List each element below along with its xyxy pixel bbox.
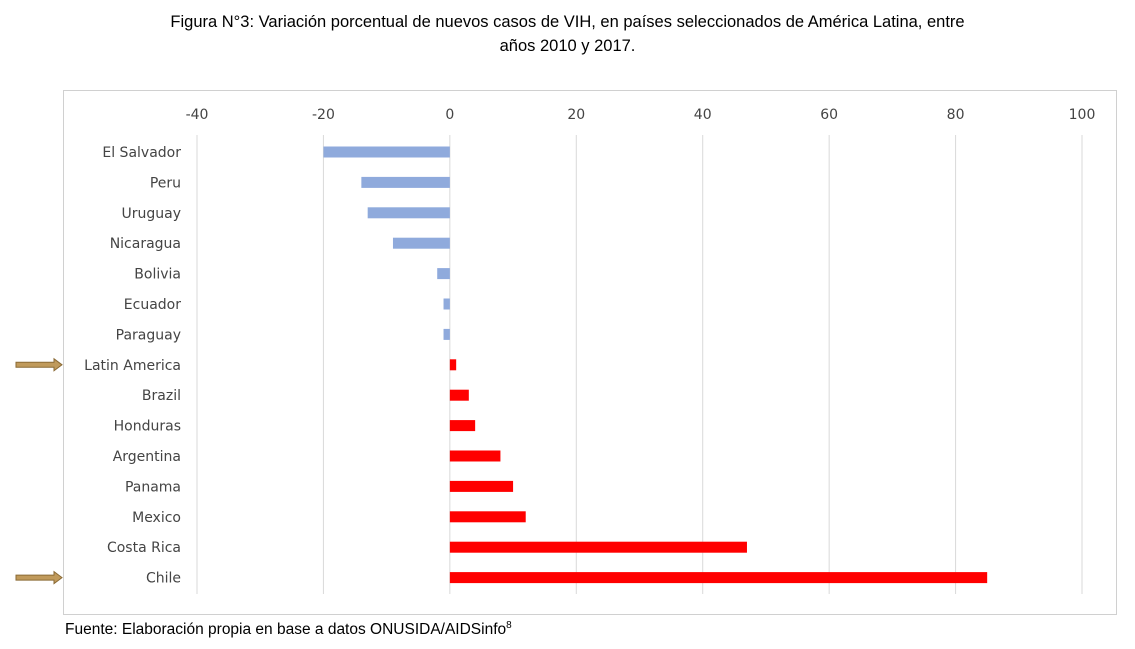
category-label: El Salvador [102,145,181,161]
bar [449,572,988,584]
bar [437,268,450,280]
category-label: Bolivia [134,267,181,283]
source-text: Fuente: Elaboración propia en base a dat… [65,621,507,638]
category-label: Panama [125,479,181,495]
category-label: Latin America [84,358,181,374]
highlight-arrow-icon [15,570,63,585]
source-footnote-mark: 8 [506,619,512,631]
gridlines [196,135,1083,594]
highlight-arrow-icon [15,357,63,372]
x-axis-tick-labels: -40 -20 0 20 40 60 80 100 [186,107,1096,123]
bar [449,480,514,492]
category-labels: El Salvador Peru Uruguay Nicaragua Bolivia Ec… [84,145,181,587]
x-tick-label: -40 [186,107,209,123]
highlight-arrows [15,357,63,585]
category-label: Mexico [132,510,181,526]
bar [449,541,747,553]
bar [443,298,450,310]
category-label: Chile [146,571,181,587]
bars [323,146,988,584]
category-label: Honduras [114,419,181,435]
bar [449,420,476,432]
chart-frame [63,90,1117,615]
bar [449,359,457,371]
bar [392,237,450,249]
source-note: Fuente: Elaboración propia en base a dat… [65,619,512,639]
bar [367,207,450,219]
bar [443,328,450,340]
bar [449,450,501,462]
category-label: Ecuador [124,297,181,313]
x-tick-label: 80 [947,107,965,123]
x-tick-label: 100 [1069,107,1096,123]
chart-title: Figura N°3: Variación porcentual de nuev… [0,10,1135,58]
category-label: Nicaragua [110,236,181,252]
x-tick-label: -20 [312,107,335,123]
x-tick-label: 0 [445,107,454,123]
bar [449,511,526,523]
x-tick-label: 60 [820,107,838,123]
chart-title-line-1: Figura N°3: Variación porcentual de nuev… [170,13,965,31]
category-label: Uruguay [122,206,182,222]
category-label: Peru [150,175,181,191]
category-label: Paraguay [116,327,181,343]
category-label: Brazil [142,388,181,404]
category-label: Argentina [113,449,181,465]
x-tick-label: 20 [567,107,585,123]
bar [449,389,469,401]
x-tick-label: 40 [694,107,712,123]
bar [323,146,450,158]
chart-title-line-2: años 2010 y 2017. [499,37,636,55]
category-label: Costa Rica [107,540,181,556]
bar [361,176,450,188]
